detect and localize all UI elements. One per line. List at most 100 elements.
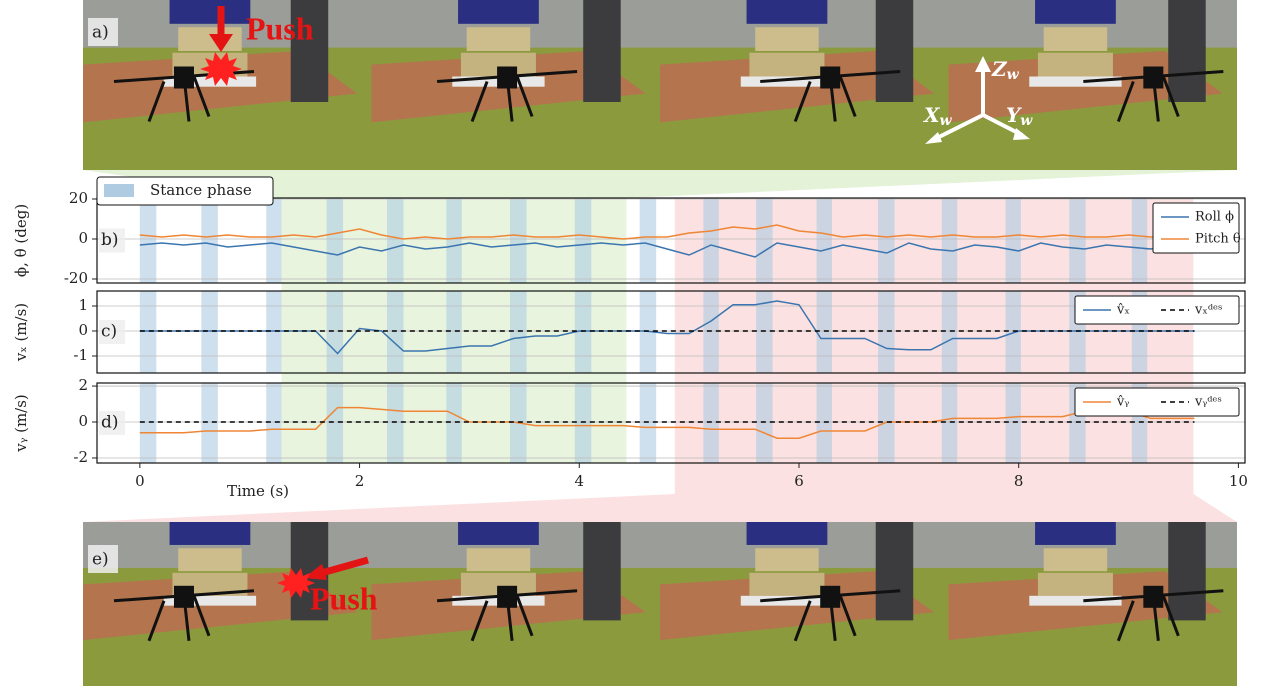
axis-letter: Z: [991, 57, 1008, 81]
drone-body: [1143, 67, 1163, 89]
stance-span: [266, 383, 281, 463]
pedestal-top: [747, 0, 828, 24]
stance-span: [201, 291, 217, 373]
red-span: [675, 198, 1194, 494]
stance-span: [446, 383, 461, 463]
y-axis-label: ϕ, θ (deg): [12, 204, 30, 277]
stance-span: [703, 383, 718, 463]
legend-label: Roll ϕ: [1195, 210, 1234, 225]
pedestal-top: [170, 0, 251, 24]
person: [1168, 0, 1206, 102]
panel-label: b): [101, 230, 119, 250]
stance-span: [327, 383, 343, 463]
stance-span: [140, 198, 156, 283]
x-axis-label: Time (s): [227, 482, 289, 500]
block: [178, 27, 241, 51]
stance-span: [1069, 198, 1085, 283]
pedestal-top: [170, 522, 251, 545]
axis-sub: w: [1007, 67, 1020, 83]
person: [876, 0, 914, 102]
x-tick-label: 6: [794, 472, 804, 490]
legend-label: vᵧᵈᵉˢ: [1194, 395, 1222, 410]
base: [1029, 596, 1121, 606]
photo-strip-bottom: [83, 522, 1237, 686]
drone-body: [174, 67, 194, 89]
axis-letter: X: [922, 103, 941, 127]
legend-label: v̂ᵧ: [1116, 395, 1129, 410]
person: [1168, 522, 1206, 620]
axis-sub: w: [1020, 113, 1033, 129]
panel-label: d): [101, 413, 119, 433]
y-tick-label: 0: [78, 412, 88, 430]
drone-body: [497, 67, 517, 89]
stance-span: [942, 383, 957, 463]
person: [583, 522, 621, 620]
x-tick-label: 0: [135, 472, 145, 490]
stance-span: [817, 383, 832, 463]
pedestal-top: [1035, 0, 1116, 24]
pedestal-top: [747, 522, 828, 545]
block: [755, 548, 818, 571]
y-tick-label: -20: [64, 269, 88, 287]
x-tick-label: 8: [1014, 472, 1024, 490]
block: [755, 27, 818, 51]
stance-span: [756, 198, 772, 283]
stance-span: [575, 198, 591, 283]
person: [876, 522, 914, 620]
base: [1029, 77, 1121, 87]
block: [1044, 27, 1107, 51]
legend-label: Pitch θ: [1195, 232, 1241, 247]
person: [583, 0, 621, 102]
block: [1038, 53, 1113, 77]
y-axis-label: vᵧ (m/s): [12, 394, 30, 453]
phase-spans: [83, 170, 1237, 522]
stance-span: [327, 291, 343, 373]
stance-span: [446, 198, 461, 283]
stance-span: [575, 383, 591, 463]
x-tick-label: 10: [1229, 472, 1248, 490]
block: [749, 573, 824, 596]
stance-span: [387, 291, 403, 373]
stance-span: [703, 198, 718, 283]
y-tick-label: 2: [78, 376, 88, 394]
stance-legend-label: Stance phase: [150, 181, 252, 199]
axis-sub: w: [940, 113, 953, 129]
x-tick-label: 2: [355, 472, 365, 490]
stance-span: [817, 291, 832, 373]
pedestal-top: [458, 522, 539, 545]
y-axis-label: vₓ (m/s): [12, 303, 30, 362]
stance-span: [266, 291, 281, 373]
stance-span: [942, 291, 957, 373]
stance-span: [640, 383, 656, 463]
stance-span: [1006, 291, 1021, 373]
push-label: Push: [246, 10, 314, 46]
stance-span: [201, 383, 217, 463]
stance-span: [266, 198, 281, 283]
stance-span: [817, 198, 832, 283]
stance-span: [140, 383, 156, 463]
drone-body: [820, 586, 840, 608]
drone-body: [1143, 586, 1163, 608]
stance-span: [1132, 198, 1147, 283]
block: [749, 53, 824, 77]
stance-span: [446, 291, 461, 373]
drone-body: [174, 586, 194, 608]
stance-span: [327, 198, 343, 283]
stance-span: [878, 198, 894, 283]
stance-span: [140, 291, 156, 373]
legend-label: v̂ₓ: [1116, 303, 1130, 318]
y-tick-label: 20: [69, 189, 88, 207]
x-tick-label: 4: [574, 472, 584, 490]
stance-span: [942, 198, 957, 283]
y-tick-label: 0: [78, 229, 88, 247]
stance-span: [201, 198, 217, 283]
stance-span: [640, 198, 656, 283]
stance-span: [703, 291, 718, 373]
y-tick-label: 1: [78, 296, 88, 314]
push-label: Push: [310, 580, 378, 616]
panel-label: e): [92, 550, 109, 570]
block: [467, 548, 530, 571]
drone-body: [497, 586, 517, 608]
stance-span: [1006, 198, 1021, 283]
figure: -20020ϕ, θ (deg)b)Roll ϕPitch θ-101vₓ (m…: [0, 0, 1264, 686]
